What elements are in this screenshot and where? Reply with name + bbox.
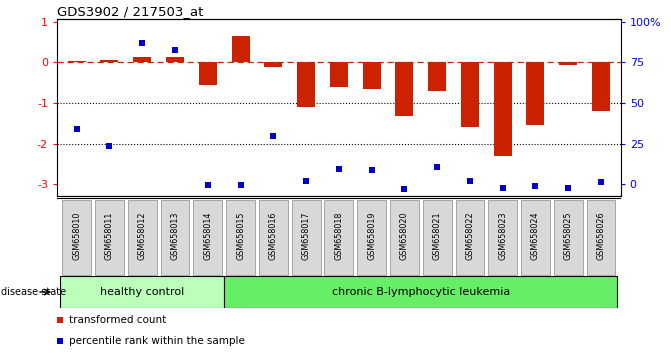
Text: GSM658016: GSM658016 (269, 211, 278, 260)
Bar (231, 36, 250, 62)
Bar (62, 200, 91, 275)
Point (104, 143, 115, 148)
Text: GSM658017: GSM658017 (301, 211, 311, 260)
Point (563, 185, 574, 190)
Point (530, 183, 541, 189)
Bar (60, 276, 224, 308)
Text: GSM658021: GSM658021 (433, 211, 442, 260)
Bar (423, 200, 452, 275)
Bar (362, 62, 380, 88)
Bar (193, 200, 222, 275)
Point (235, 182, 246, 188)
Bar (325, 200, 353, 275)
Point (399, 186, 410, 192)
Text: GSM658024: GSM658024 (531, 211, 540, 260)
Text: GSM658019: GSM658019 (367, 211, 376, 260)
Bar (461, 62, 479, 127)
Bar (559, 62, 577, 65)
Bar (226, 200, 255, 275)
Bar (68, 61, 86, 62)
Point (333, 166, 344, 172)
Text: GSM658018: GSM658018 (334, 211, 344, 260)
Point (137, 41, 148, 46)
Bar (527, 62, 544, 125)
Bar (224, 276, 617, 308)
Bar (292, 200, 321, 275)
Text: GSM658026: GSM658026 (597, 211, 605, 260)
Bar (428, 62, 446, 91)
Text: GSM658013: GSM658013 (170, 211, 180, 260)
Bar (592, 62, 610, 111)
Text: GSM658020: GSM658020 (400, 211, 409, 260)
Bar (134, 57, 151, 62)
Text: GSM658022: GSM658022 (466, 211, 474, 260)
Bar (127, 200, 156, 275)
Text: transformed count: transformed count (69, 315, 166, 325)
Text: GSM658015: GSM658015 (236, 211, 245, 260)
Bar (488, 200, 517, 275)
Bar (357, 200, 386, 275)
Text: disease state: disease state (1, 287, 66, 297)
Bar (297, 62, 315, 107)
Point (71, 126, 82, 132)
Bar (390, 200, 419, 275)
Text: GDS3902 / 217503_at: GDS3902 / 217503_at (57, 5, 203, 18)
Point (596, 179, 607, 185)
Text: chronic B-lymphocytic leukemia: chronic B-lymphocytic leukemia (331, 287, 510, 297)
Text: GSM658025: GSM658025 (564, 211, 573, 260)
Text: GSM658014: GSM658014 (203, 211, 212, 260)
Bar (259, 200, 288, 275)
Text: healthy control: healthy control (100, 287, 185, 297)
Point (268, 133, 278, 139)
Point (170, 47, 180, 53)
Bar (166, 57, 184, 62)
Point (301, 178, 311, 184)
Text: GSM658011: GSM658011 (105, 211, 114, 260)
Text: percentile rank within the sample: percentile rank within the sample (69, 336, 246, 346)
Bar (264, 62, 282, 67)
Bar (330, 62, 348, 87)
Bar (456, 200, 484, 275)
Bar (95, 200, 124, 275)
Point (432, 164, 443, 170)
Text: GSM658023: GSM658023 (498, 211, 507, 260)
Bar (494, 62, 512, 156)
Point (497, 185, 508, 191)
Bar (101, 60, 119, 62)
Point (203, 182, 213, 188)
Text: GSM658012: GSM658012 (138, 211, 147, 260)
Point (366, 167, 377, 173)
Bar (395, 62, 413, 116)
Bar (554, 200, 582, 275)
Bar (586, 200, 615, 275)
Bar (521, 200, 550, 275)
Text: GSM658010: GSM658010 (72, 211, 81, 260)
Bar (160, 200, 189, 275)
Bar (199, 62, 217, 85)
Point (464, 178, 475, 184)
